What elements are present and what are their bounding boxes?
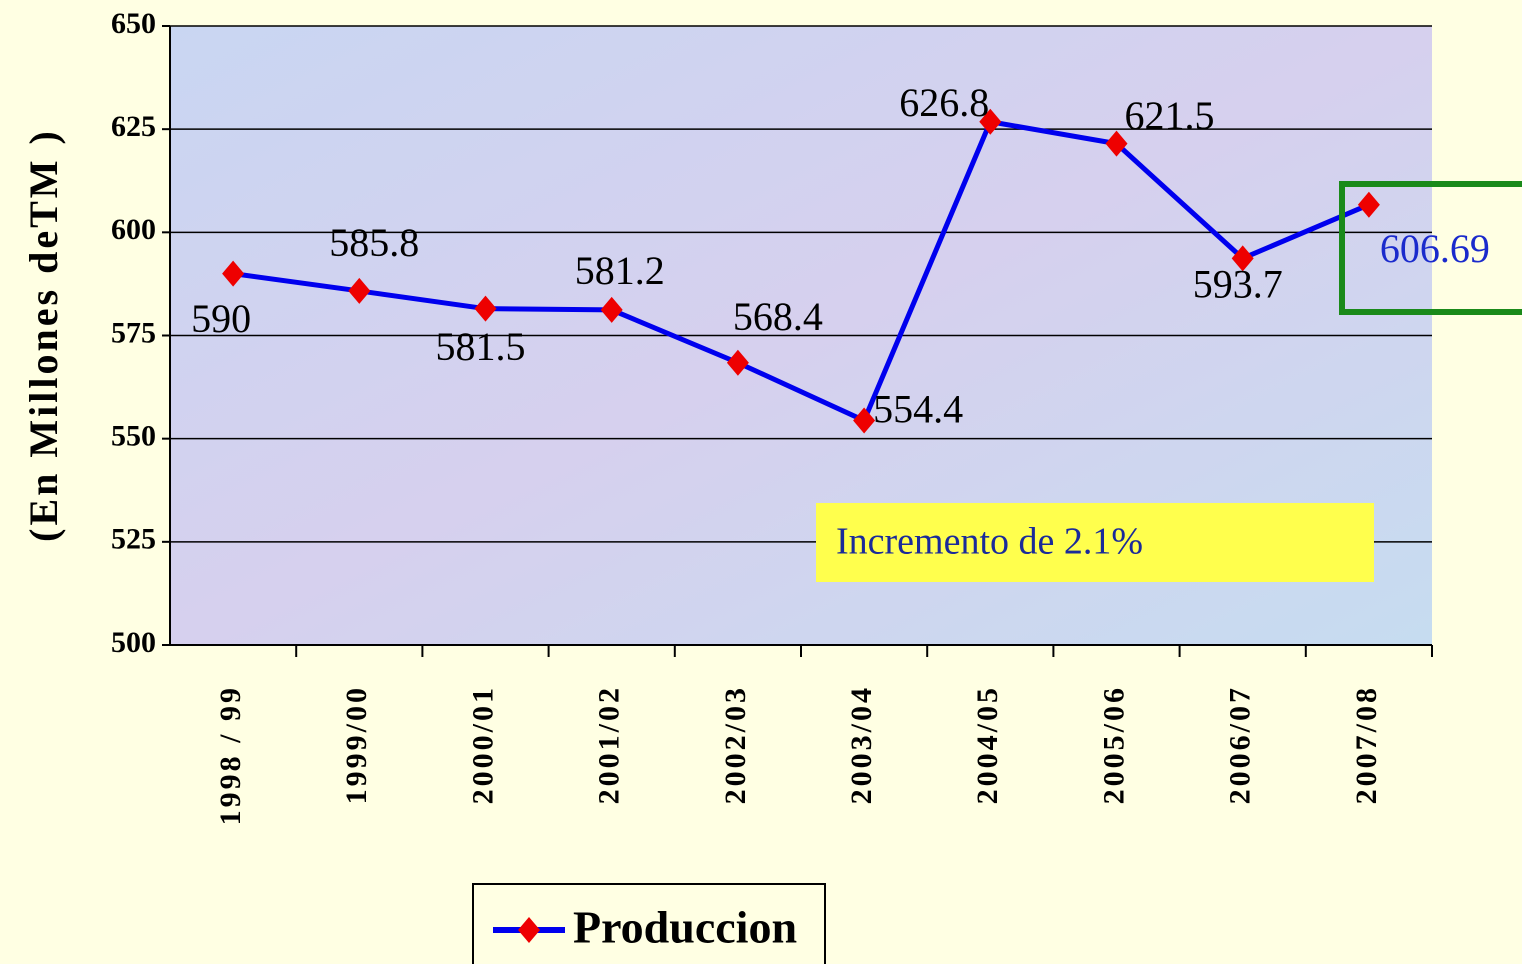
value-label: 590 (191, 296, 251, 341)
x-tick-label: 2007/08 (1350, 685, 1383, 804)
y-tick-label: 625 (111, 110, 156, 143)
y-tick-label: 550 (111, 420, 156, 453)
value-label: 568.4 (733, 294, 823, 339)
x-tick-label: 2000/01 (466, 685, 499, 804)
x-tick-label: 2002/03 (719, 685, 752, 804)
value-label: 585.8 (329, 220, 419, 265)
line (232, 118, 1370, 424)
marker (726, 349, 749, 376)
value-label: 621.5 (1125, 93, 1215, 138)
y-axis-label: (En Millones deTM ) (21, 128, 66, 542)
x-tick-label: 2003/04 (845, 685, 878, 804)
marker (1105, 130, 1128, 157)
marker (853, 407, 876, 434)
y-tick-label: 650 (111, 7, 156, 40)
value-label: 581.5 (436, 324, 526, 369)
x-tick-label: 1999/00 (340, 685, 373, 804)
y-tick-label: 525 (111, 523, 156, 556)
marker (474, 295, 497, 322)
x-tick-label: 2006/07 (1224, 685, 1257, 804)
value-label: 593.7 (1193, 262, 1283, 307)
highlight-box (1339, 181, 1522, 315)
x-tick-label: 2004/05 (971, 685, 1004, 804)
value-label: 581.2 (575, 248, 665, 293)
marker (979, 108, 1002, 135)
y-tick-label: 575 (111, 316, 156, 349)
marker (348, 277, 371, 304)
marker (600, 296, 623, 323)
annotation: Incremento de 2.1% (836, 521, 1143, 563)
value-label: 606.69 (1380, 226, 1490, 271)
marker (222, 260, 245, 287)
legend-label: Produccion (573, 902, 797, 953)
legend-marker (518, 917, 540, 943)
y-tick-label: 500 (111, 626, 156, 659)
x-tick-label: 2001/02 (593, 685, 626, 804)
value-label: 554.4 (873, 387, 963, 432)
marker (1231, 245, 1254, 272)
x-tick-label: 2005/06 (1097, 685, 1130, 804)
annotation-box (816, 503, 1374, 582)
value-label: 626.8 (899, 80, 989, 125)
x-tick-label: 1998 / 99 (214, 685, 247, 825)
y-tick-label: 600 (111, 213, 156, 246)
marker (1357, 191, 1380, 218)
